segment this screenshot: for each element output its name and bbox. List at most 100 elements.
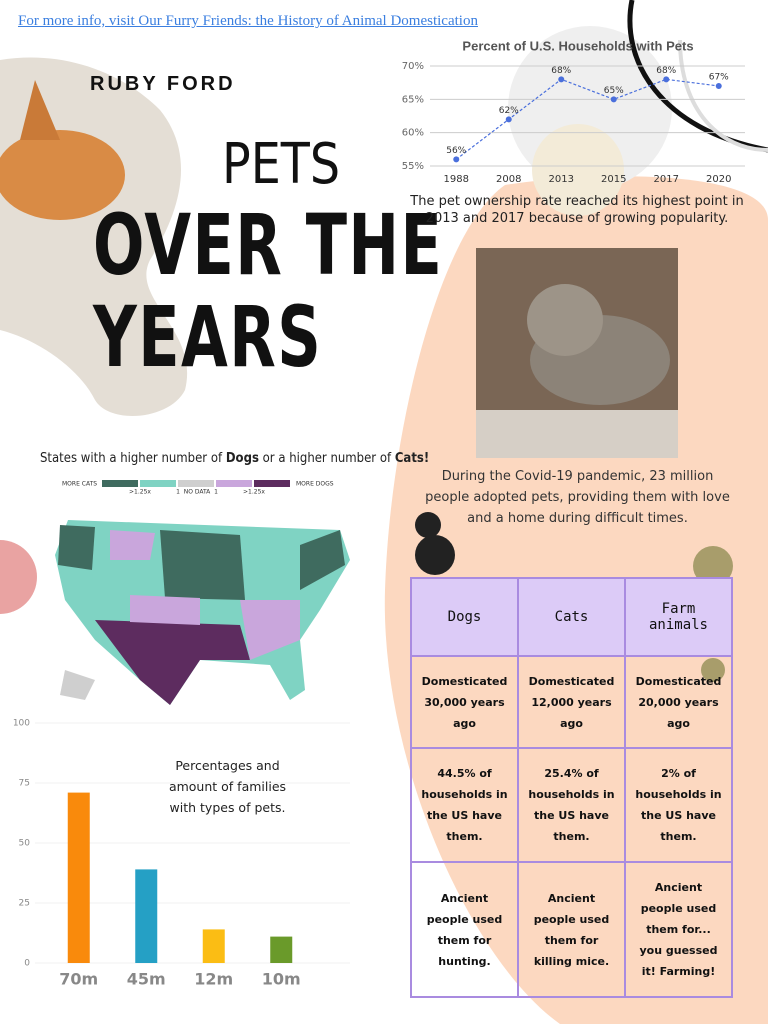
table-cell: 2% of households in the US have them. xyxy=(624,747,733,863)
line-caption: The pet ownership rate reached its highe… xyxy=(410,194,744,226)
chart-title: Percent of U.S. Households with Pets xyxy=(462,38,693,53)
bar-chart: 0 25 50 75 100 70m 45m 12m 10m xyxy=(13,719,350,989)
header-cell: Cats xyxy=(517,577,626,657)
y-tick-label: 70% xyxy=(402,61,424,72)
legend-label: >1.25x xyxy=(129,489,151,496)
map-title: States with a higher number of Dogs or a… xyxy=(40,451,429,466)
data-point xyxy=(610,96,617,103)
covid-caption: During the Covid-19 pandemic, 23 million… xyxy=(425,469,730,526)
cat-ear xyxy=(20,80,60,140)
data-point xyxy=(558,76,565,83)
legend-label: MORE DOGS xyxy=(296,481,334,488)
legend-label: 1 xyxy=(176,489,180,496)
bar-chart-title: Percentages and amount of families with … xyxy=(168,758,287,815)
map-region xyxy=(58,525,95,570)
map-region xyxy=(130,595,200,625)
value-label: 62% xyxy=(499,106,519,116)
table-row: Ancient people used them for hunting. Anc… xyxy=(410,861,733,998)
alaska xyxy=(60,670,95,700)
pet-table: Dogs Cats Farm animals Domesticated 30,000 … xyxy=(410,577,733,998)
table-row: Domesticated 30,000 years ago Domesticate… xyxy=(410,655,733,749)
legend-label: MORE CATS xyxy=(62,481,97,488)
x-tick-label: 2017 xyxy=(654,174,679,185)
table-cell: Domesticated 20,000 years ago xyxy=(624,655,733,749)
table-cell: Domesticated 30,000 years ago xyxy=(410,655,519,749)
map-title-part: or a higher number of xyxy=(258,451,395,466)
map-region xyxy=(110,530,155,560)
cat-head xyxy=(0,130,125,220)
value-label: 56% xyxy=(446,146,466,156)
black-cat-head xyxy=(415,512,441,538)
value-label: 65% xyxy=(604,86,624,96)
author: RUBY FORD xyxy=(90,73,236,95)
x-tick-label: 70m xyxy=(59,970,98,989)
table-row: 44.5% of households in the US have them.… xyxy=(410,747,733,863)
map-region xyxy=(300,530,345,590)
x-tick-label: 2020 xyxy=(706,174,731,185)
table-cell: Domesticated 12,000 years ago xyxy=(517,655,626,749)
y-tick-label: 25 xyxy=(19,899,30,909)
data-point xyxy=(663,76,670,83)
legend-swatch xyxy=(102,480,138,487)
title-pets: PETS xyxy=(222,132,341,197)
data-line xyxy=(455,78,719,160)
us-map xyxy=(55,520,350,705)
bar xyxy=(135,869,158,963)
header-cell: Farm animals xyxy=(624,577,733,657)
value-label: 68% xyxy=(656,66,676,76)
x-tick-label: 2013 xyxy=(549,174,574,185)
y-tick-label: 55% xyxy=(402,161,424,172)
table-cell: 25.4% of households in the US have them. xyxy=(517,747,626,863)
bar xyxy=(67,792,90,963)
y-tick-label: 65% xyxy=(402,94,424,105)
map-region xyxy=(160,530,245,600)
y-tick-label: 100 xyxy=(13,719,30,729)
legend-swatch xyxy=(216,480,252,487)
line-chart: Percent of U.S. Households with Pets 55% 6… xyxy=(402,38,745,185)
legend-swatch xyxy=(254,480,290,487)
table-cell: Ancient people used them for hunting. xyxy=(410,861,519,998)
table-cell: Ancient people used them for killing mic… xyxy=(517,861,626,998)
map-title-part: States with a higher number of xyxy=(40,451,226,466)
data-point xyxy=(453,156,460,163)
black-cat-icon xyxy=(415,535,455,575)
y-tick-label: 0 xyxy=(24,959,30,969)
cat-bed xyxy=(476,410,678,458)
bar xyxy=(270,936,293,963)
legend-label: 1 xyxy=(214,489,218,496)
cat-head xyxy=(527,284,603,356)
map-region xyxy=(240,600,300,660)
map-region xyxy=(95,620,250,705)
legend-swatch xyxy=(140,480,176,487)
map-title-part: Cats! xyxy=(394,451,430,466)
table-cell: Ancient people used them for... you gues… xyxy=(624,861,733,998)
table-cell: 44.5% of households in the US have them. xyxy=(410,747,519,863)
y-tick-label: 75 xyxy=(19,779,30,789)
y-tick-label: 50 xyxy=(19,839,31,849)
data-point xyxy=(715,83,722,89)
data-point xyxy=(505,116,512,123)
legend-label: NO DATA xyxy=(184,489,211,496)
x-tick-label: 10m xyxy=(262,970,301,989)
table-header-row: Dogs Cats Farm animals xyxy=(410,577,733,657)
bar xyxy=(202,929,225,963)
y-tick-label: 60% xyxy=(402,128,424,139)
x-tick-label: 1988 xyxy=(444,174,469,185)
title-line: YEARS xyxy=(93,288,323,386)
title-line: OVER THE xyxy=(93,196,444,294)
x-tick-label: 45m xyxy=(127,970,166,989)
x-tick-label: 12m xyxy=(194,970,233,989)
header-cell: Dogs xyxy=(410,577,519,657)
olive-circle xyxy=(693,546,733,586)
legend-swatch xyxy=(178,480,214,487)
value-label: 68% xyxy=(551,66,571,76)
legend-label: >1.25x xyxy=(243,489,265,496)
beige-circle xyxy=(532,124,624,216)
info-link[interactable]: For more info, visit Our Furry Friends: … xyxy=(18,13,478,29)
map-title-part: Dogs xyxy=(225,451,259,466)
x-tick-label: 2008 xyxy=(496,174,521,185)
value-label: 67% xyxy=(709,73,729,83)
